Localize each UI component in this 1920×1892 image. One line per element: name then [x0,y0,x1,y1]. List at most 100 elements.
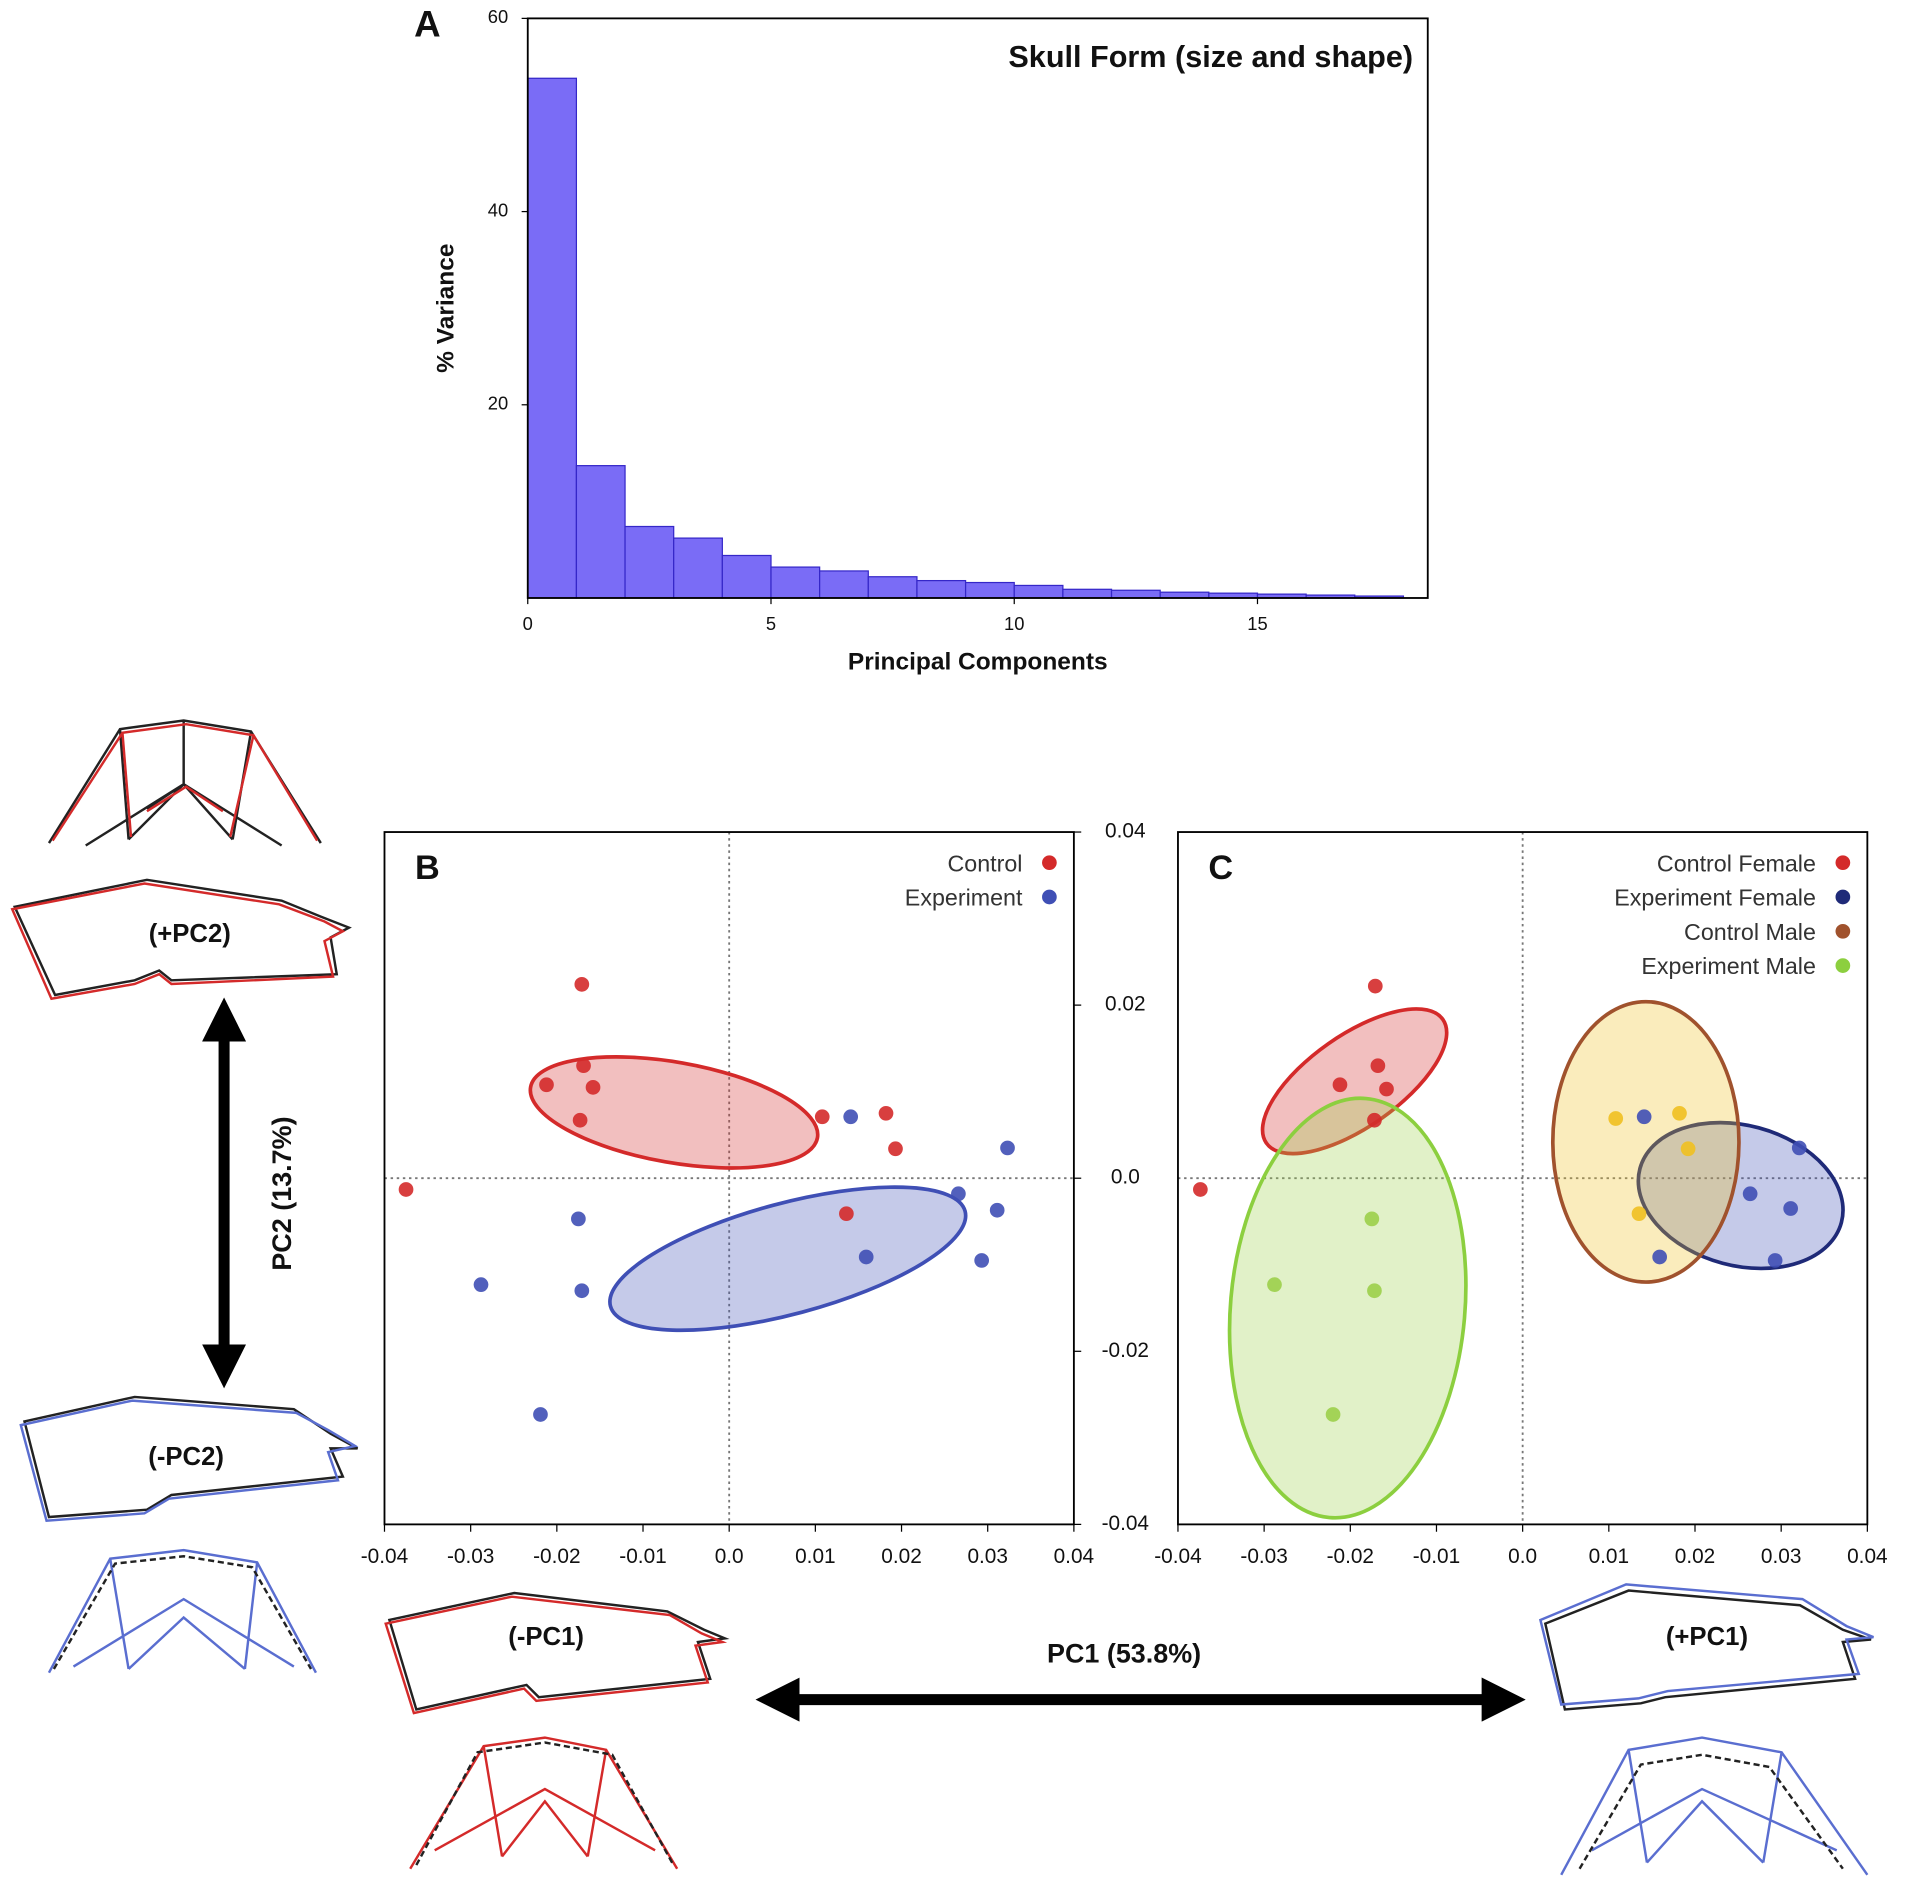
confidence-ellipse [1227,1096,1468,1520]
point [585,1079,601,1095]
skull-side-plus-pc1-blue [1538,1583,1874,1706]
point [576,1058,591,1074]
x-tick-label: -0.04 [361,1545,408,1568]
point [574,977,590,992]
point [1193,1182,1208,1197]
point [974,1253,990,1268]
skull-top-minus-pc1 [409,1736,679,1870]
point [1364,1211,1380,1227]
point [989,1202,1005,1218]
bar [1013,584,1064,599]
bar [624,525,675,599]
skull-side-plus-pc2-red [10,882,346,1001]
x-tick-label: 0.03 [967,1545,1008,1568]
bar [916,579,967,599]
legend-label: Experiment Female [1614,885,1816,911]
skull-label: (-PC2) [148,1443,224,1471]
bar [721,554,772,599]
y-tick-label: 20 [488,393,508,414]
skull-side-minus-pc1 [387,1591,730,1711]
point [1783,1201,1798,1216]
point [473,1277,489,1293]
x-tick-label: 15 [1247,613,1267,634]
confidence-ellipse [608,1185,968,1333]
point [539,1077,554,1093]
y-tick-label: -0.04 [1102,1512,1149,1535]
bar [964,581,1015,599]
point [1367,978,1383,994]
x-tick-label: -0.02 [533,1545,580,1568]
skull-label: (+PC1) [1666,1623,1748,1651]
legend-label: Control [947,850,1022,876]
point [1367,1283,1382,1299]
point [1370,1058,1386,1074]
x-tick-label: -0.02 [1327,1545,1374,1568]
pc1-label: PC1 (53.8%) [1047,1639,1201,1669]
skull-side-minus-pc2-blue [19,1399,359,1523]
bar [1062,588,1113,599]
x-tick-label: -0.04 [1154,1545,1201,1568]
point [1267,1277,1282,1293]
point [951,1186,966,1202]
x-tick-label: 5 [766,613,776,634]
bar [673,537,723,599]
chart-title: Skull Form (size and shape) [1008,40,1413,74]
skull-top-minus-pc2 [47,1548,317,1674]
skull-drawings [10,719,1874,1876]
y-tick-label: -0.02 [1102,1339,1149,1362]
point [814,1109,830,1125]
point [1332,1077,1348,1093]
bar [527,77,578,599]
confidence-ellipse [1550,999,1741,1284]
x-tick-label: 0.0 [715,1545,744,1568]
x-tick-label: -0.03 [1240,1545,1287,1568]
y-tick-label: 0.04 [1105,820,1146,843]
point [1000,1140,1015,1156]
point [843,1109,859,1125]
bar [1110,589,1161,599]
panel-label: B [415,849,440,887]
skull-top-minus-pc2-dash [52,1555,313,1670]
skull-top-plus-pc2 [47,719,322,847]
confidence-ellipse [1636,1120,1845,1271]
skull-side-minus-pc2 [22,1395,359,1519]
legend-label: Experiment Male [1641,953,1815,979]
point [1767,1253,1783,1268]
x-tick-label: 10 [1004,613,1024,634]
panel-label: C [1208,849,1233,887]
point [1325,1407,1341,1422]
legend-swatch [1042,855,1057,871]
legend-label: Control Male [1684,919,1816,945]
point [1672,1105,1687,1121]
x-tick-label: 0.03 [1761,1545,1802,1568]
legend-swatch [1835,958,1851,973]
x-tick-label: 0.04 [1054,1545,1095,1568]
point [572,1112,588,1128]
legend-label: Control Female [1657,850,1816,876]
point [533,1407,548,1422]
x-tick-label: 0.04 [1847,1545,1888,1568]
point [888,1141,903,1157]
x-tick-label: 0 [523,613,533,634]
bar [819,570,869,599]
plot-frame [526,17,1429,599]
y-axis-label: % Variance [432,244,459,373]
y-tick-label: 0.02 [1105,993,1146,1016]
legend-swatch [1835,855,1851,871]
point [571,1211,586,1227]
legend-swatch [1835,923,1851,939]
skull-side-plus-pc2 [12,878,352,997]
point [1680,1141,1696,1157]
skull-side-plus-pc1 [1543,1589,1872,1711]
point [839,1206,854,1222]
point [398,1182,414,1197]
point [1652,1249,1668,1265]
point [1608,1111,1624,1126]
x-axis-label: Principal Components [848,648,1108,675]
x-tick-label: 0.02 [881,1545,922,1568]
bar [575,465,626,599]
panel-label: A [414,4,441,45]
skull-label: (-PC1) [508,1623,584,1651]
x-tick-label: 0.0 [1508,1545,1537,1568]
